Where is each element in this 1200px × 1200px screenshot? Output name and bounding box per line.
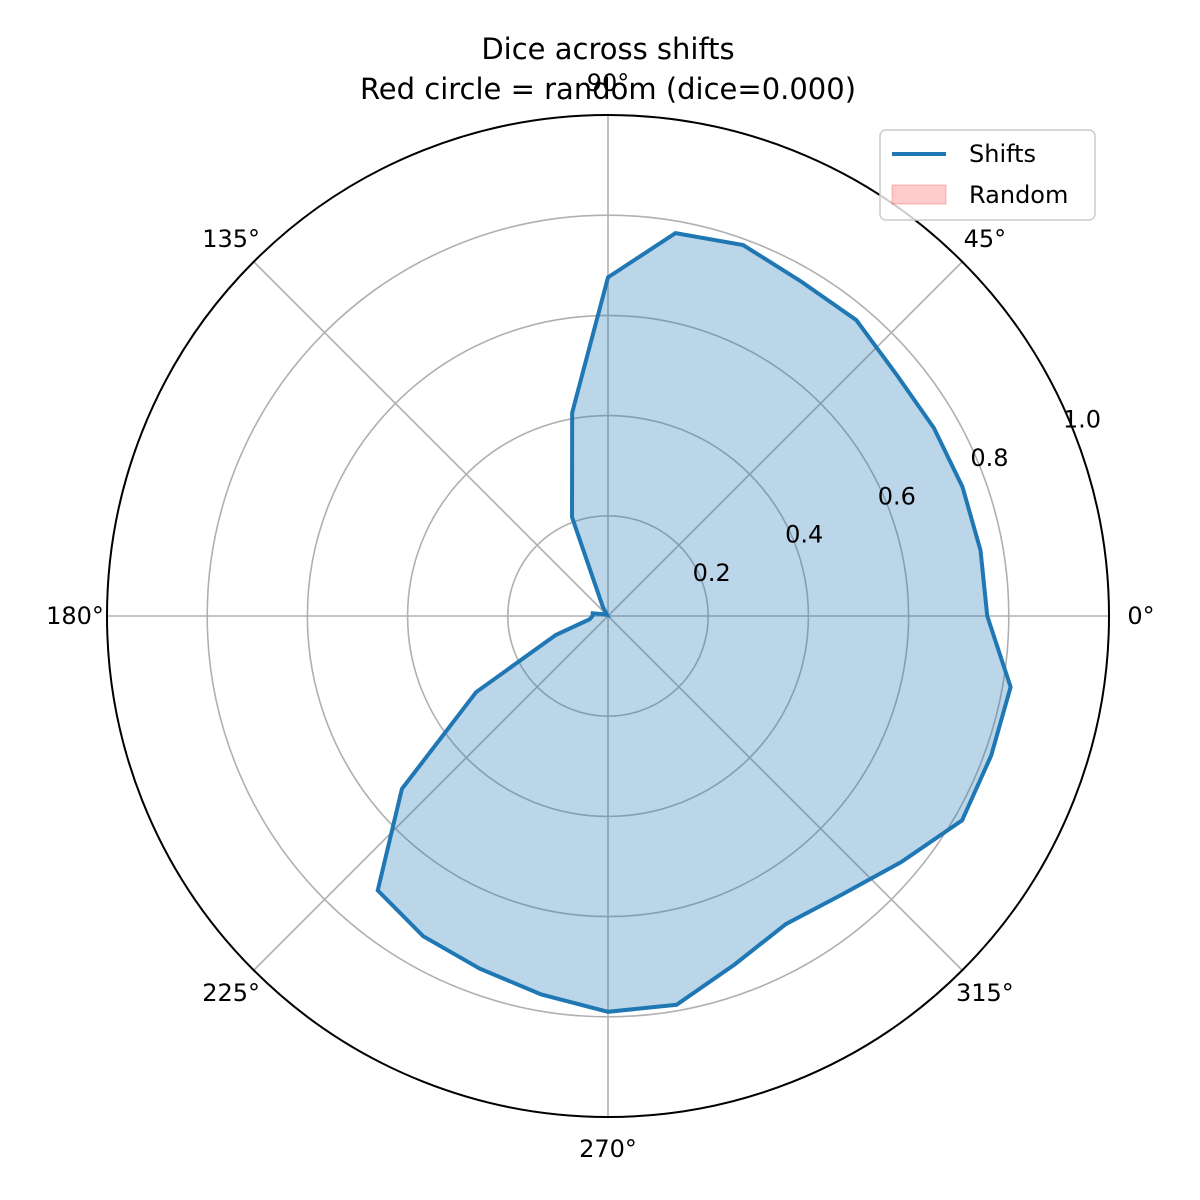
legend-random-patch <box>891 184 947 205</box>
theta-tick-label-2: 90° <box>587 69 630 97</box>
chart-title-line-1: Dice across shifts <box>481 32 734 66</box>
chart-title: Dice across shifts Red circle = random (… <box>360 32 856 106</box>
shifts-area <box>377 233 1011 1012</box>
theta-tick-label-0: 0° <box>1127 602 1154 630</box>
legend-label-shifts: Shifts <box>969 140 1036 168</box>
r-tick-label-0: 0.2 <box>693 559 731 587</box>
theta-tick-label-3: 135° <box>202 225 260 253</box>
angular-gridline-5 <box>253 615 609 971</box>
tick-labels: 0° 45° 90° 135° 180° 225° 270° 315° 0.2 0.4 0.6 0.8… <box>46 69 1155 1163</box>
angular-gridline-1 <box>607 261 963 617</box>
theta-tick-label-1: 45° <box>964 225 1007 253</box>
r-tick-label-1: 0.4 <box>785 521 823 549</box>
theta-tick-label-7: 315° <box>956 979 1014 1007</box>
angular-gridline-3 <box>253 261 609 617</box>
series-layer <box>375 231 1013 1014</box>
theta-tick-label-5: 225° <box>202 979 260 1007</box>
theta-tick-label-6: 270° <box>579 1135 637 1163</box>
r-tick-label-3: 0.8 <box>970 444 1008 472</box>
r-tick-label-2: 0.6 <box>878 482 916 510</box>
polar-frame <box>106 114 1110 1118</box>
angular-gridline-7 <box>607 615 963 971</box>
r-tick-label-4: 1.0 <box>1063 406 1101 434</box>
shifts-line <box>375 231 1013 1014</box>
legend: Shifts Random <box>879 129 1096 221</box>
theta-tick-label-4: 180° <box>46 602 104 630</box>
legend-label-random: Random <box>969 181 1068 209</box>
chart-title-line-2: Red circle = random (dice=0.000) <box>360 72 856 106</box>
